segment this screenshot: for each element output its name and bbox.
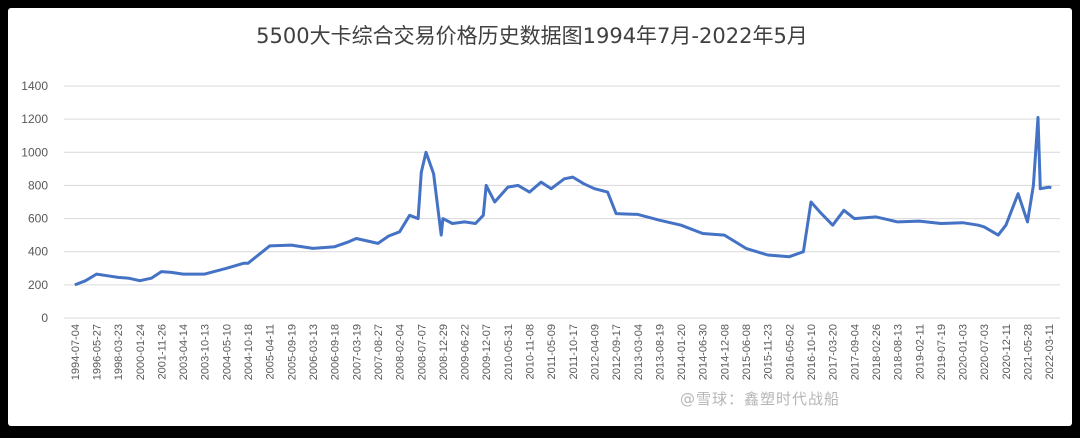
x-tick-label: 2017-03-20 [828, 324, 840, 380]
x-tick-label: 2001-11-26 [156, 324, 168, 379]
x-tick-label: 1994-07-04 [70, 324, 82, 380]
y-tick-label: 600 [28, 212, 48, 226]
x-tick-label: 2012-04-09 [589, 324, 601, 380]
watermark: @雪球：鑫塑时代战船 [680, 390, 841, 408]
x-tick-label: 2017-09-04 [849, 324, 861, 380]
x-tick-label: 2012-09-17 [611, 324, 623, 380]
y-tick-label: 800 [28, 178, 48, 192]
x-tick-label: 2015-06-08 [741, 324, 753, 380]
x-tick-label: 2003-10-13 [200, 324, 212, 380]
x-tick-label: 1998-03-23 [113, 324, 125, 380]
y-tick-label: 0 [41, 311, 48, 325]
x-tick-label: 2014-12-08 [719, 324, 731, 380]
x-tick-label: 2011-05-09 [546, 324, 558, 379]
chart-title: 5500大卡综合交易价格历史数据图1994年7月-2022年5月 [256, 24, 808, 48]
x-tick-label: 2019-07-19 [936, 324, 948, 380]
x-tick-label: 1996-05-27 [91, 324, 103, 380]
x-tick-label: 2018-08-13 [893, 324, 905, 380]
x-tick-label: 2022-03-11 [1044, 324, 1056, 379]
x-tick-label: 2006-03-13 [308, 324, 320, 380]
x-tick-label: 2021-05-28 [1023, 324, 1035, 380]
x-tick-label: 2004-05-10 [221, 324, 233, 380]
x-tick-label: 2004-10-18 [243, 324, 255, 380]
x-tick-label: 2020-07-03 [979, 324, 991, 380]
x-tick-label: 2016-10-10 [806, 324, 818, 380]
x-tick-label: 2003-04-14 [178, 324, 190, 380]
x-tick-label: 2013-08-19 [654, 324, 666, 380]
x-tick-label: 2019-02-11 [914, 324, 926, 379]
x-tick-label: 2013-03-04 [633, 324, 645, 380]
x-tick-label: 2005-04-11 [265, 324, 277, 379]
x-tick-label: 2006-09-18 [330, 324, 342, 380]
x-tick-label: 2015-11-23 [763, 324, 775, 379]
y-tick-label: 1400 [21, 79, 48, 93]
x-tick-label: 2000-01-24 [135, 324, 147, 380]
x-tick-label: 2011-10-17 [568, 324, 580, 379]
x-tick-label: 2016-05-02 [784, 324, 796, 380]
x-tick-label: 2014-06-30 [698, 324, 710, 380]
y-tick-label: 200 [28, 278, 48, 292]
series-line [74, 116, 1052, 287]
x-tick-label: 2007-08-27 [373, 324, 385, 380]
x-tick-label: 2010-05-31 [503, 324, 515, 380]
x-tick-label: 2020-01-03 [958, 324, 970, 380]
x-tick-label: 2008-12-29 [438, 324, 450, 380]
x-tick-label: 2008-07-07 [416, 324, 428, 380]
x-tick-label: 2014-01-20 [676, 324, 688, 380]
x-tick-label: 2005-09-19 [286, 324, 298, 380]
x-tick-label: 2018-02-26 [871, 324, 883, 380]
y-tick-label: 1200 [21, 112, 48, 126]
x-tick-label: 2020-12-11 [1001, 324, 1013, 379]
x-tick-label: 2009-06-22 [460, 324, 472, 380]
y-tick-label: 1000 [21, 145, 48, 159]
x-tick-label: 2008-02-04 [395, 324, 407, 380]
x-tick-label: 2009-12-07 [481, 324, 493, 380]
x-tick-label: 2007-03-19 [351, 324, 363, 380]
x-tick-label: 2010-11-08 [525, 324, 537, 379]
chart-frame [8, 8, 1072, 426]
y-tick-label: 400 [28, 245, 48, 259]
